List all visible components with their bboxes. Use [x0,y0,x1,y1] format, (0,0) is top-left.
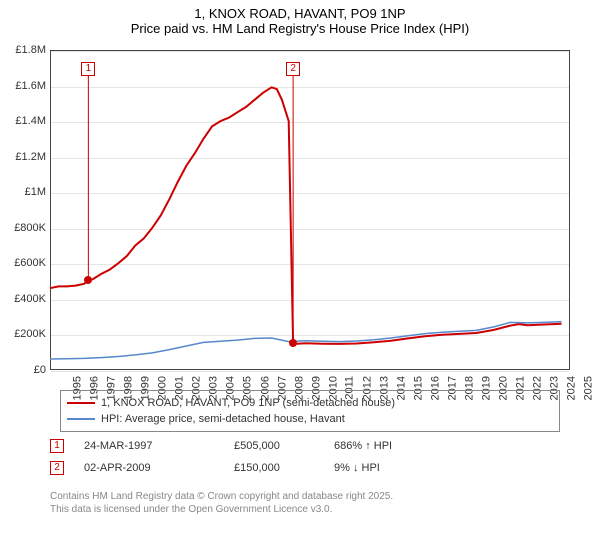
gridline-h [51,371,569,372]
x-axis-label: 2025 [583,376,595,400]
title-block: 1, KNOX ROAD, HAVANT, PO9 1NP Price paid… [0,0,600,36]
legend-box: 1, KNOX ROAD, HAVANT, PO9 1NP (semi-deta… [60,390,560,432]
legend-item: HPI: Average price, semi-detached house,… [67,411,553,427]
legend-swatch [67,402,95,404]
chart-container: 1, KNOX ROAD, HAVANT, PO9 1NP Price paid… [0,0,600,560]
sale-marker-2: 2 [50,461,64,475]
y-axis-label: £1.2M [0,151,46,163]
sale-hpi-pct: 686% ↑ HPI [334,440,454,452]
legend-swatch [67,418,95,420]
sales-table: 1 24-MAR-1997£505,000686% ↑ HPI 2 02-APR-20… [50,435,570,479]
y-axis-label: £200K [0,328,46,340]
marker-label-2: 2 [286,62,300,76]
x-axis-label: 2024 [566,376,578,400]
footer-line1: Contains HM Land Registry data © Crown c… [50,490,393,503]
series-hpi [50,322,562,359]
footer-line2: This data is licensed under the Open Gov… [50,503,393,516]
marker-label-1: 1 [81,62,95,76]
marker-dot-2 [289,339,297,347]
y-axis-label: £600K [0,257,46,269]
chart-area: £0£200K£400K£600K£800K£1M£1.2M£1.4M£1.6M… [50,50,570,370]
sale-date: 02-APR-2009 [84,462,234,474]
legend-label: 1, KNOX ROAD, HAVANT, PO9 1NP (semi-deta… [101,397,395,409]
chart-lines-svg [50,50,570,370]
legend-item: 1, KNOX ROAD, HAVANT, PO9 1NP (semi-deta… [67,395,553,411]
sale-marker-1: 1 [50,439,64,453]
marker-dot-1 [84,276,92,284]
sale-row: 2 02-APR-2009£150,0009% ↓ HPI [50,457,570,479]
y-axis-label: £1.6M [0,80,46,92]
y-axis-label: £400K [0,293,46,305]
title-subtitle: Price paid vs. HM Land Registry's House … [0,21,600,36]
y-axis-label: £1.4M [0,115,46,127]
y-axis-label: £0 [0,364,46,376]
legend-label: HPI: Average price, semi-detached house,… [101,413,345,425]
y-axis-label: £1M [0,186,46,198]
footer-attribution: Contains HM Land Registry data © Crown c… [50,490,393,516]
sale-row: 1 24-MAR-1997£505,000686% ↑ HPI [50,435,570,457]
series-property [50,87,562,344]
y-axis-label: £1.8M [0,44,46,56]
sale-hpi-pct: 9% ↓ HPI [334,462,454,474]
y-axis-label: £800K [0,222,46,234]
sale-price: £505,000 [234,440,334,452]
sale-price: £150,000 [234,462,334,474]
sale-date: 24-MAR-1997 [84,440,234,452]
title-address: 1, KNOX ROAD, HAVANT, PO9 1NP [0,6,600,21]
